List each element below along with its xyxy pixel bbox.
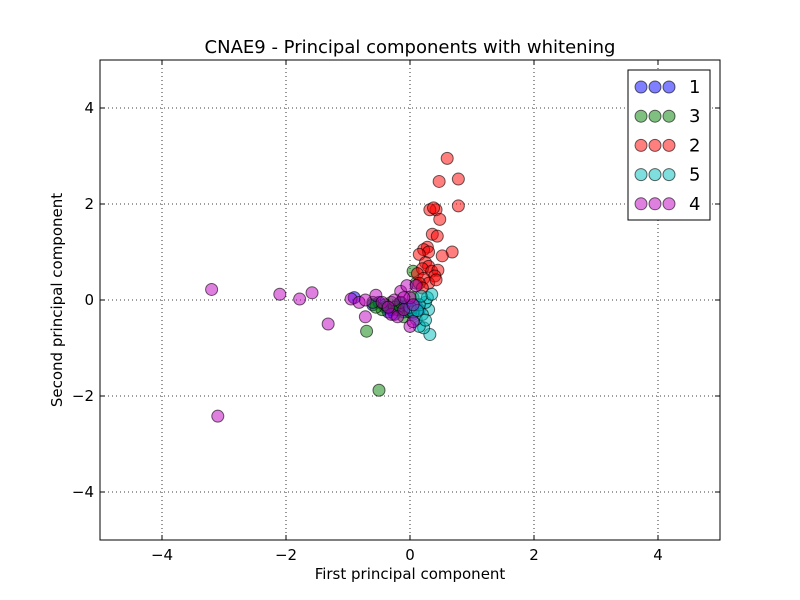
scatter-points bbox=[205, 151, 465, 423]
legend-marker bbox=[634, 109, 648, 123]
data-point bbox=[293, 292, 307, 306]
legend-entry: 2 bbox=[634, 135, 700, 156]
x-tick-label: −2 bbox=[275, 546, 297, 564]
legend-entry: 4 bbox=[634, 194, 700, 215]
data-point bbox=[406, 315, 420, 329]
legend-label: 3 bbox=[689, 106, 700, 127]
legend-marker bbox=[662, 109, 676, 123]
data-point bbox=[451, 199, 465, 213]
data-point bbox=[432, 174, 446, 188]
data-point bbox=[425, 287, 439, 301]
y-tick-label: 0 bbox=[84, 291, 94, 309]
legend-marker bbox=[634, 138, 648, 152]
grid-lines bbox=[100, 60, 720, 540]
data-point bbox=[211, 409, 225, 423]
legend-marker bbox=[634, 80, 648, 94]
x-tick-label: −4 bbox=[151, 546, 173, 564]
series-2 bbox=[410, 151, 465, 295]
data-point bbox=[427, 201, 441, 215]
axis-tick-labels: −4 −2 0 2 4 −4 −2 0 2 4 bbox=[72, 99, 663, 564]
data-point bbox=[429, 273, 443, 287]
data-point bbox=[205, 282, 219, 296]
data-point bbox=[372, 383, 386, 397]
data-point bbox=[381, 300, 395, 314]
series-4 bbox=[205, 279, 423, 423]
y-tick-label: −2 bbox=[72, 387, 94, 405]
legend-marker bbox=[648, 197, 662, 211]
legend-marker bbox=[648, 109, 662, 123]
y-tick-label: 4 bbox=[84, 99, 94, 117]
legend-label: 2 bbox=[689, 135, 700, 156]
legend-marker bbox=[662, 197, 676, 211]
legend-marker bbox=[634, 197, 648, 211]
axis-ticks bbox=[100, 60, 720, 540]
legend-marker bbox=[662, 138, 676, 152]
legend-label: 1 bbox=[689, 77, 700, 98]
x-tick-label: 4 bbox=[653, 546, 663, 564]
y-tick-label: −4 bbox=[72, 483, 94, 501]
chart-title: CNAE9 - Principal components with whiten… bbox=[205, 37, 616, 58]
legend-entries: 1 3 2 5 4 bbox=[634, 77, 700, 215]
legend-marker bbox=[662, 80, 676, 94]
data-point bbox=[430, 229, 444, 243]
data-point bbox=[305, 286, 319, 300]
legend-marker bbox=[634, 168, 648, 182]
data-point bbox=[433, 212, 447, 226]
data-point bbox=[358, 310, 372, 324]
legend-label: 4 bbox=[689, 194, 700, 215]
data-point bbox=[440, 151, 454, 165]
y-tick-label: 2 bbox=[84, 195, 94, 213]
x-tick-label: 0 bbox=[405, 546, 415, 564]
legend-marker bbox=[648, 80, 662, 94]
data-point bbox=[358, 293, 372, 307]
x-axis-label: First principal component bbox=[315, 565, 506, 583]
data-point bbox=[273, 287, 287, 301]
y-axis-label: Second principal component bbox=[48, 193, 66, 407]
x-tick-label: 2 bbox=[529, 546, 539, 564]
legend-marker bbox=[648, 168, 662, 182]
data-point bbox=[321, 317, 335, 331]
legend-label: 5 bbox=[689, 165, 700, 186]
legend-marker bbox=[662, 168, 676, 182]
data-point bbox=[397, 291, 411, 305]
data-point bbox=[451, 172, 465, 186]
data-point bbox=[409, 279, 423, 293]
legend-entry: 1 bbox=[634, 77, 700, 98]
legend-entry: 3 bbox=[634, 106, 700, 127]
data-point bbox=[435, 249, 449, 263]
legend-entry: 5 bbox=[634, 165, 700, 186]
legend: 1 3 2 5 4 bbox=[627, 69, 711, 221]
data-point bbox=[360, 324, 374, 338]
data-point bbox=[419, 313, 432, 327]
legend-marker bbox=[648, 138, 662, 152]
data-point bbox=[406, 298, 420, 312]
